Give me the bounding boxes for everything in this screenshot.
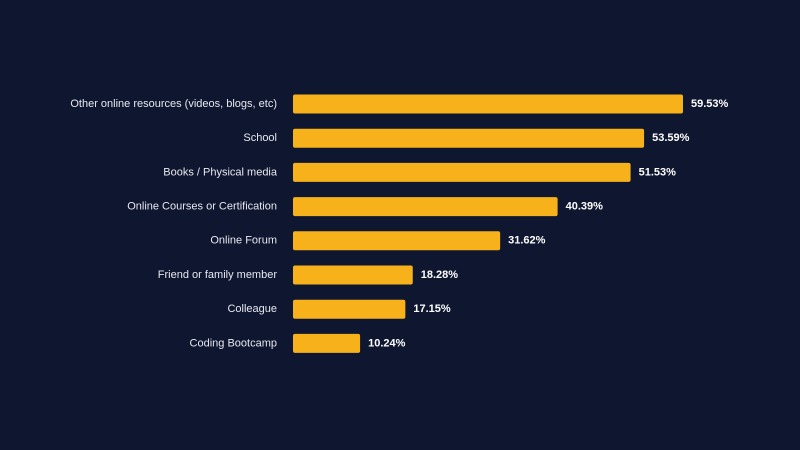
- category-label: Online Forum: [210, 235, 277, 247]
- category-label: Online Courses or Certification: [127, 201, 277, 213]
- value-label: 31.62%: [508, 235, 546, 247]
- category-label: School: [243, 132, 277, 144]
- category-labels: Other online resources (videos, blogs, e…: [70, 98, 278, 349]
- category-label: Colleague: [227, 303, 277, 315]
- category-label: Friend or family member: [158, 269, 278, 281]
- value-label: 18.28%: [421, 269, 459, 281]
- bar: [293, 197, 558, 217]
- value-label: 10.24%: [368, 337, 406, 349]
- category-label: Other online resources (videos, blogs, e…: [70, 98, 277, 110]
- value-label: 40.39%: [566, 201, 604, 213]
- value-label: 59.53%: [691, 98, 729, 110]
- bar: [293, 299, 406, 319]
- bar: [293, 128, 645, 148]
- category-label: Coding Bootcamp: [190, 337, 277, 349]
- bar: [293, 333, 361, 353]
- value-label: 17.15%: [413, 303, 451, 315]
- bars-group: [293, 94, 683, 353]
- bar: [293, 94, 683, 114]
- category-label: Books / Physical media: [163, 166, 278, 178]
- value-label: 51.53%: [639, 166, 677, 178]
- value-label: 53.59%: [652, 132, 690, 144]
- value-labels: 59.53% 53.59% 51.53% 40.39% 31.62% 18.28% 17.1…: [368, 98, 728, 349]
- bar: [293, 162, 631, 182]
- bar: [293, 231, 501, 251]
- bar: [293, 265, 413, 285]
